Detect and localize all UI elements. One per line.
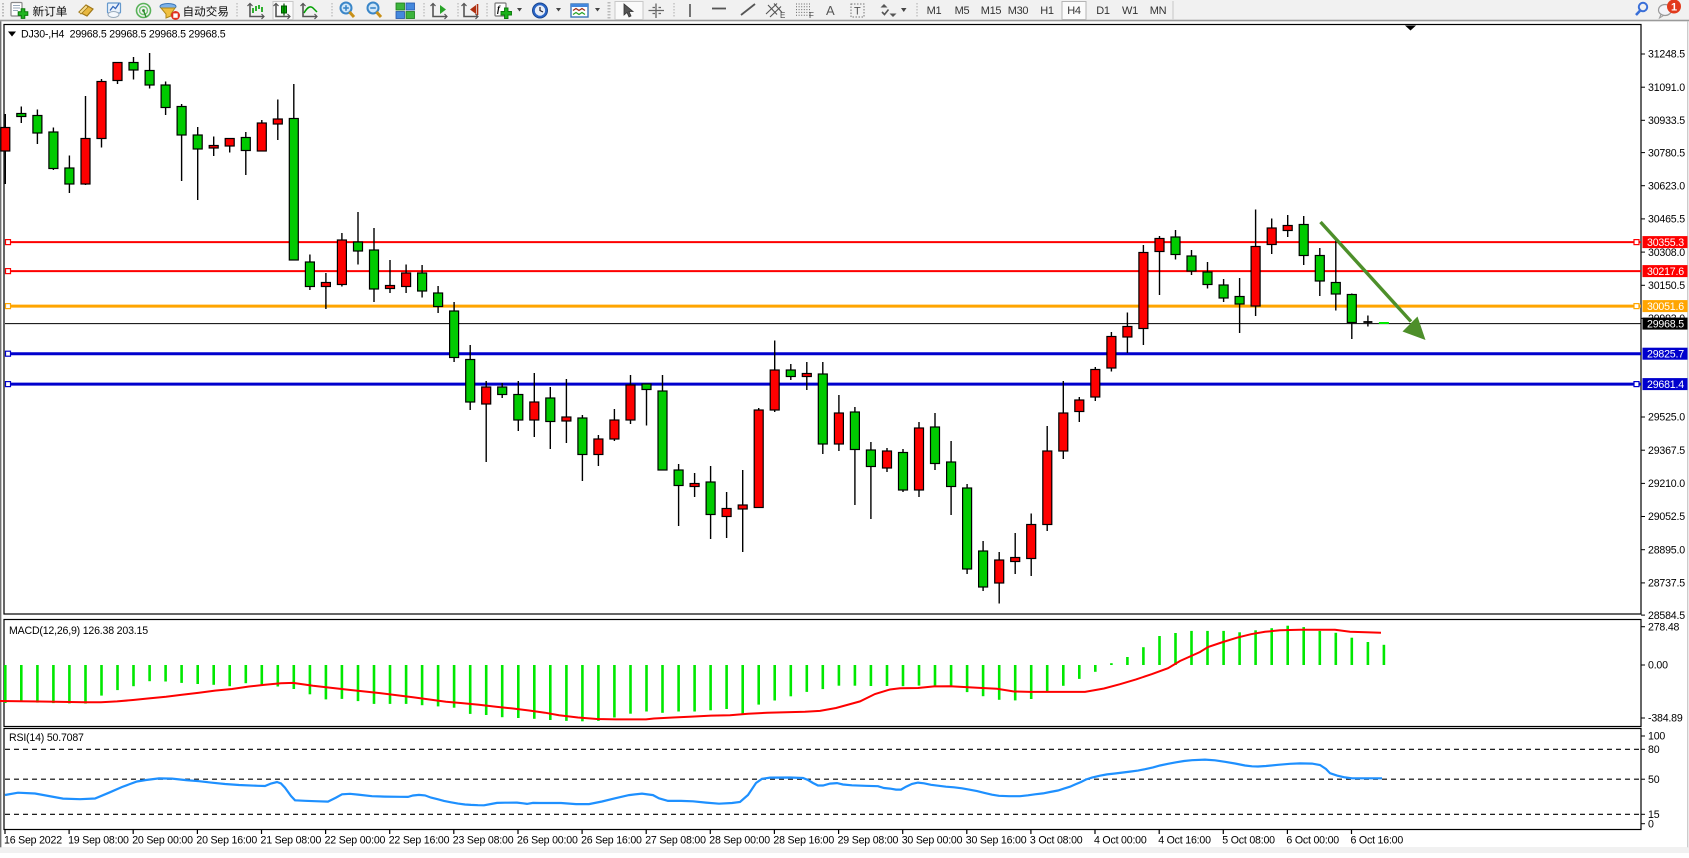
svg-text:30 Sep 00:00: 30 Sep 00:00 [902,835,963,847]
svg-text:29052.5: 29052.5 [1648,511,1685,523]
svg-text:MACD(12,26,9) 126.38 203.15: MACD(12,26,9) 126.38 203.15 [9,625,148,637]
svg-text:29210.0: 29210.0 [1648,478,1685,490]
svg-text:19 Sep 08:00: 19 Sep 08:00 [68,835,129,847]
svg-text:M5: M5 [955,5,970,17]
svg-text:26 Sep 00:00: 26 Sep 00:00 [517,835,578,847]
svg-text:30051.6: 30051.6 [1647,301,1684,313]
svg-text:T: T [854,6,861,18]
svg-text:6 Oct 16:00: 6 Oct 16:00 [1351,835,1404,847]
svg-text:0.00: 0.00 [1648,660,1668,672]
svg-text:5 Oct 08:00: 5 Oct 08:00 [1222,835,1275,847]
svg-text:H1: H1 [1040,5,1054,17]
svg-text:30308.0: 30308.0 [1648,247,1685,259]
svg-text:A: A [826,3,835,18]
svg-text:23 Sep 08:00: 23 Sep 08:00 [453,835,514,847]
svg-text:MN: MN [1150,5,1167,17]
svg-text:22 Sep 16:00: 22 Sep 16:00 [389,835,450,847]
svg-text:30780.5: 30780.5 [1648,147,1685,159]
svg-text:W1: W1 [1122,5,1138,17]
svg-text:28584.5: 28584.5 [1648,610,1685,622]
svg-text:3 Oct 08:00: 3 Oct 08:00 [1030,835,1083,847]
svg-text:16 Sep 2022: 16 Sep 2022 [4,835,62,847]
svg-text:-384.89: -384.89 [1648,713,1683,725]
svg-text:29968.5: 29968.5 [1647,318,1684,330]
svg-text:1: 1 [1671,2,1677,14]
svg-text:28 Sep 16:00: 28 Sep 16:00 [773,835,834,847]
svg-text:M30: M30 [1008,5,1029,17]
svg-text:29 Sep 08:00: 29 Sep 08:00 [838,835,899,847]
svg-text:30217.6: 30217.6 [1647,266,1684,278]
svg-text:20 Sep 16:00: 20 Sep 16:00 [196,835,257,847]
svg-text:M15: M15 [981,5,1002,17]
svg-text:D1: D1 [1096,5,1110,17]
svg-text:29367.5: 29367.5 [1648,445,1685,457]
svg-text:278.48: 278.48 [1648,621,1680,633]
svg-text:30933.5: 30933.5 [1648,115,1685,127]
svg-text:28737.5: 28737.5 [1648,578,1685,590]
svg-text:E: E [780,11,785,20]
svg-text:30150.5: 30150.5 [1648,280,1685,292]
svg-text:29825.7: 29825.7 [1647,348,1684,360]
svg-text:30465.5: 30465.5 [1648,214,1685,226]
svg-text:31091.0: 31091.0 [1648,82,1685,94]
svg-text:30 Sep 16:00: 30 Sep 16:00 [966,835,1027,847]
svg-text:27 Sep 08:00: 27 Sep 08:00 [645,835,706,847]
svg-text:0: 0 [1648,818,1654,830]
svg-text:15: 15 [1648,809,1660,821]
svg-text:f: f [497,4,501,14]
svg-text:29525.0: 29525.0 [1648,412,1685,424]
svg-text:100: 100 [1648,731,1665,743]
svg-text:26 Sep 16:00: 26 Sep 16:00 [581,835,642,847]
svg-text:M1: M1 [927,5,942,17]
svg-text:21 Sep 08:00: 21 Sep 08:00 [261,835,322,847]
svg-text:DJ30-,H4 29968.5 29968.5 2996: DJ30-,H4 29968.5 29968.5 29968.5 29968.5 [21,29,226,41]
svg-text:H4: H4 [1067,5,1081,17]
svg-text:30355.3: 30355.3 [1647,237,1684,249]
svg-text:6 Oct 00:00: 6 Oct 00:00 [1286,835,1339,847]
svg-text:4 Oct 00:00: 4 Oct 00:00 [1094,835,1147,847]
svg-text:F: F [809,11,814,20]
svg-text:4 Oct 16:00: 4 Oct 16:00 [1158,835,1211,847]
svg-text:31248.5: 31248.5 [1648,49,1685,61]
svg-text:20 Sep 00:00: 20 Sep 00:00 [132,835,193,847]
svg-text:50: 50 [1648,774,1660,786]
svg-text:RSI(14) 50.7087: RSI(14) 50.7087 [9,732,84,744]
svg-text:28 Sep 00:00: 28 Sep 00:00 [709,835,770,847]
svg-text:28895.0: 28895.0 [1648,544,1685,556]
svg-text:22 Sep 00:00: 22 Sep 00:00 [325,835,386,847]
svg-text:30623.0: 30623.0 [1648,180,1685,192]
svg-text:29681.4: 29681.4 [1647,379,1684,391]
svg-text:80: 80 [1648,744,1660,756]
